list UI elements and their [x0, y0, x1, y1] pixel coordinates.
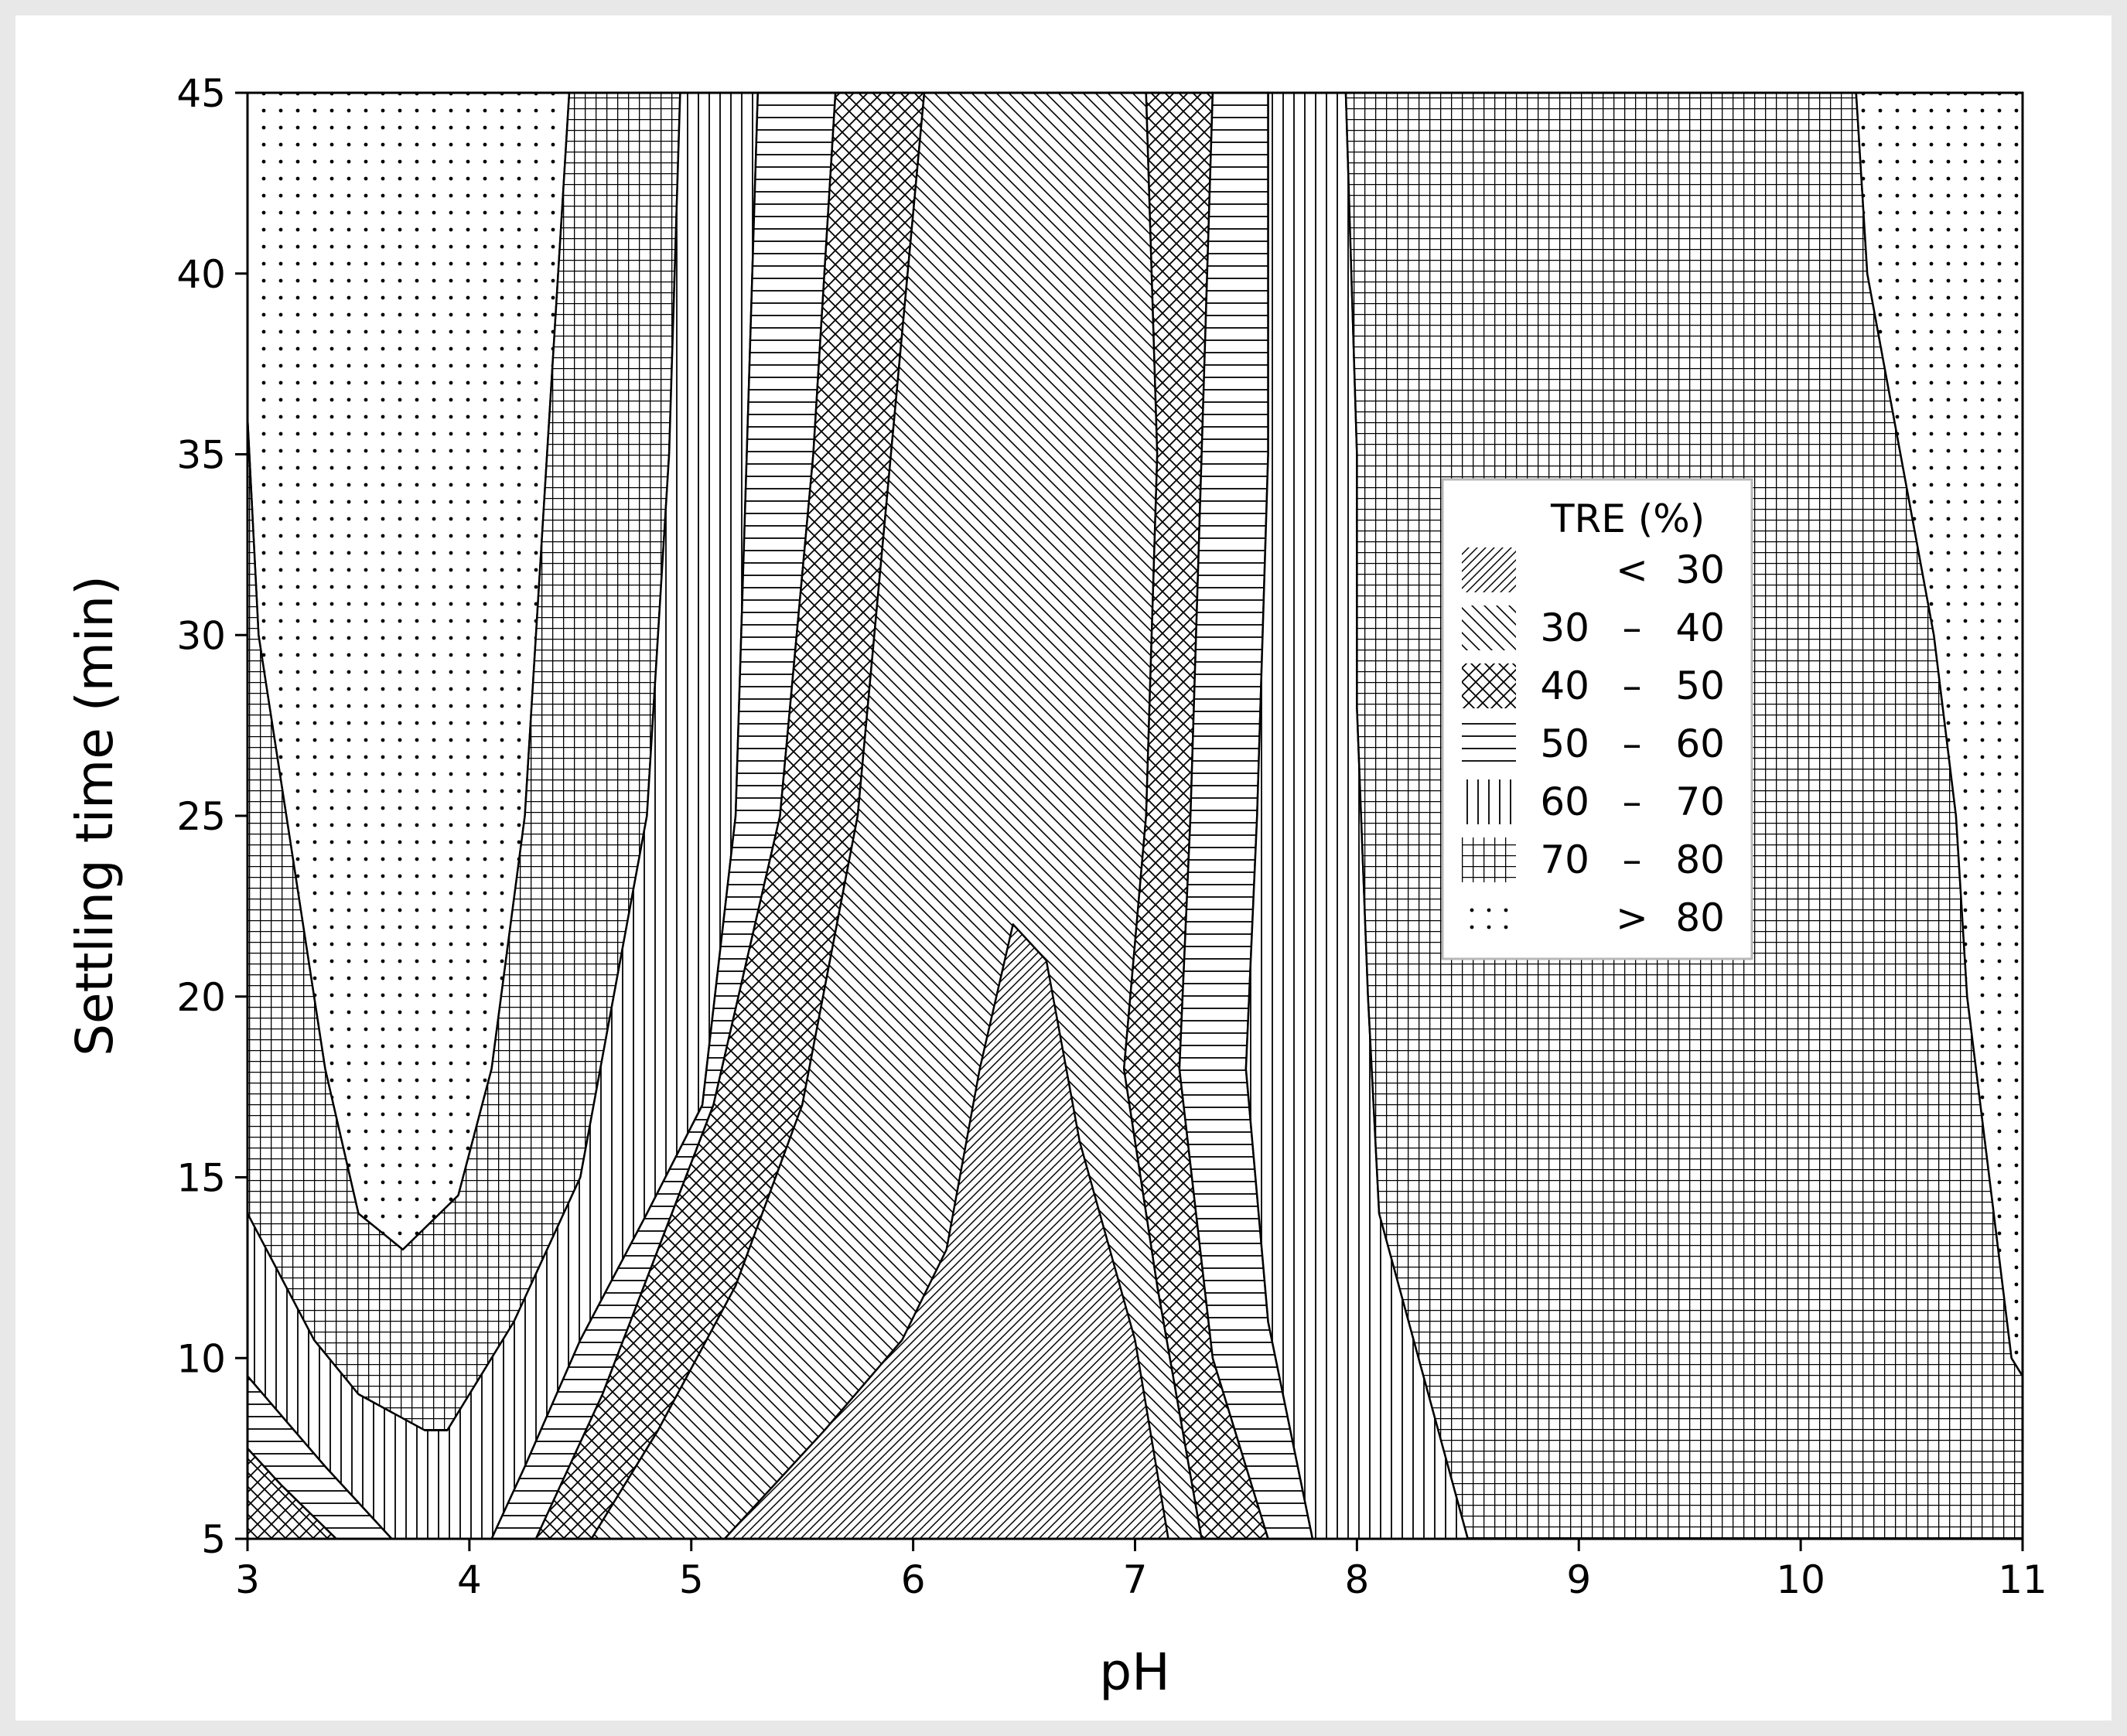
y-tick-label: 30 — [176, 613, 226, 658]
y-tick-label: 25 — [176, 794, 226, 839]
legend-operator: – — [1623, 779, 1642, 824]
legend-label-high: 50 — [1675, 663, 1725, 708]
legend-operator: < — [1616, 547, 1648, 592]
legend-swatch — [1462, 663, 1516, 708]
legend-operator: – — [1623, 837, 1642, 882]
legend-label-low: 60 — [1540, 779, 1589, 824]
x-tick-label: 4 — [457, 1557, 482, 1602]
legend-label-high: 60 — [1675, 721, 1725, 766]
y-tick-label: 35 — [176, 433, 226, 478]
legend-label-low: 30 — [1540, 605, 1589, 650]
x-tick-label: 9 — [1566, 1557, 1591, 1602]
legend-swatch — [1462, 837, 1516, 882]
x-tick-label: 6 — [901, 1557, 926, 1602]
legend-swatch — [1462, 605, 1516, 650]
x-tick-label: 11 — [1998, 1557, 2047, 1602]
legend-label-low: 40 — [1540, 663, 1589, 708]
x-tick-label: 5 — [679, 1557, 704, 1602]
x-tick-label: 8 — [1344, 1557, 1369, 1602]
y-tick-label: 45 — [176, 71, 226, 116]
y-tick-label: 20 — [176, 975, 226, 1020]
y-tick-label: 10 — [176, 1336, 226, 1381]
legend-label-high: 80 — [1675, 837, 1725, 882]
legend-swatch — [1462, 895, 1516, 940]
legend-swatch — [1462, 721, 1516, 766]
legend-operator: – — [1623, 605, 1642, 650]
legend-label-low: 50 — [1540, 721, 1589, 766]
legend-swatch — [1462, 779, 1516, 824]
y-tick-label: 5 — [201, 1517, 226, 1562]
y-axis-title: Settling time (min) — [65, 575, 125, 1056]
legend-label-high: 30 — [1675, 547, 1725, 592]
legend-operator: > — [1616, 895, 1648, 940]
legend-label-high: 70 — [1675, 779, 1725, 824]
legend-label-high: 80 — [1675, 895, 1725, 940]
y-tick-label: 40 — [176, 252, 226, 297]
legend-title: TRE (%) — [1550, 496, 1705, 541]
contour-regions — [246, 91, 2024, 1540]
y-tick-label: 15 — [176, 1156, 226, 1201]
x-tick-label: 10 — [1776, 1557, 1825, 1602]
x-tick-label: 7 — [1123, 1557, 1148, 1602]
x-axis: 3 4 5 6 7 8 9 10 11 — [235, 1539, 2047, 1602]
legend-swatch — [1462, 547, 1516, 592]
x-axis-title: pH — [1099, 1642, 1170, 1702]
legend-label-low: 70 — [1540, 837, 1589, 882]
legend-operator: – — [1623, 721, 1642, 766]
legend-operator: – — [1623, 663, 1642, 708]
y-axis: 5 10 15 20 25 30 35 40 45 — [176, 71, 248, 1562]
plot-area — [246, 91, 2024, 1540]
legend-label-high: 40 — [1675, 605, 1725, 650]
x-tick-label: 3 — [235, 1557, 260, 1602]
